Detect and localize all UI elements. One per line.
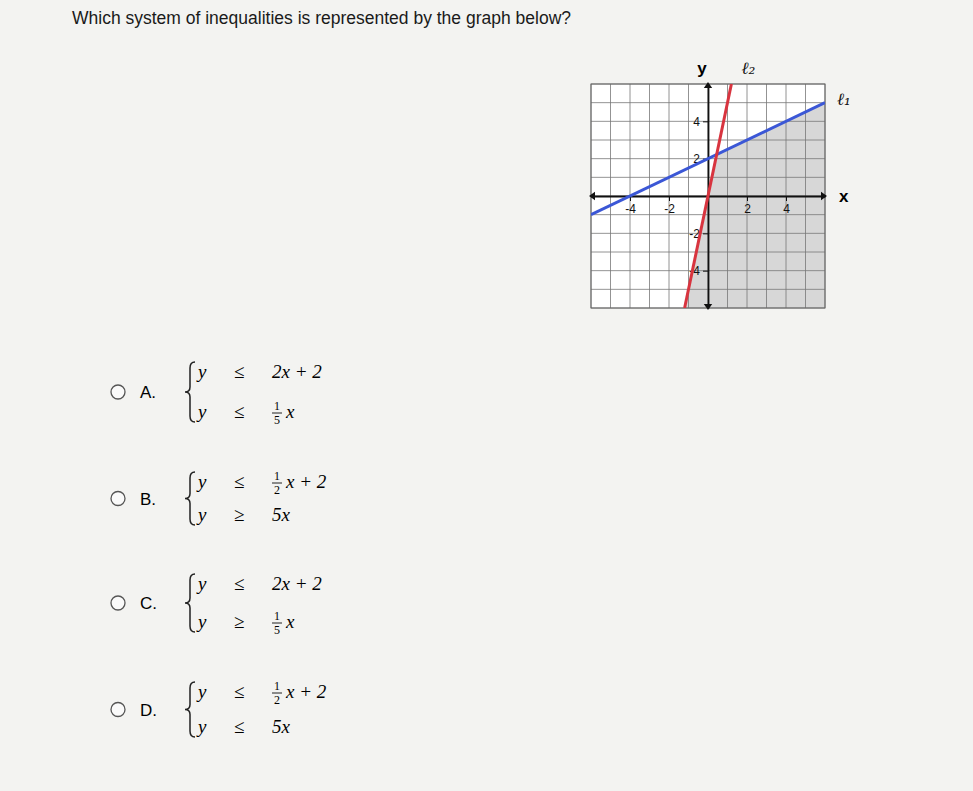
inequality-operator: ≤ [234,401,244,422]
axis-arrow [821,192,827,200]
inequality-operator: ≤ [234,716,244,737]
inequality-rhs: 5x [272,716,291,737]
tick-mark [703,233,708,234]
option-letter: D. [140,701,157,720]
inequality-operator: ≤ [234,681,244,702]
fraction-numerator: 1 [274,469,280,483]
inequality-lhs: y [196,401,207,422]
tick: -2 [664,196,675,216]
option[interactable]: C. y ≤2x + 2 y ≥15x [111,573,322,637]
brace [185,682,195,737]
page: Which system of inequalities is represen… [0,0,973,791]
option-letter: C. [140,594,157,613]
tick: 4 [783,196,790,216]
tick-label: 4 [693,115,700,129]
tick-label: -2 [664,202,675,216]
line-label: ℓ₁ [837,89,851,109]
fraction-denominator: 2 [274,483,280,497]
tick-mark [786,196,787,201]
axis-arrow [589,192,595,200]
y-axis-label: y [697,59,707,78]
axis-arrow [704,304,712,310]
inequality-rhs: x + 2 [285,681,327,702]
option-letter: A. [140,383,156,402]
inequality-rhs: x [285,611,295,632]
inequality-rhs: x + 2 [285,471,327,492]
tick-label: 2 [744,202,751,216]
inequality-lhs: y [196,471,207,492]
fraction-denominator: 2 [274,693,280,707]
fraction-numerator: 1 [274,679,280,693]
inequality-operator: ≥ [234,611,244,632]
inequality-lhs: y [196,681,207,702]
fraction-denominator: 5 [274,623,280,637]
option[interactable]: D. y ≤12 x + 2 y ≤5x [111,679,327,737]
boundary-line [685,84,732,308]
fraction-denominator: 5 [274,413,280,427]
inequality-lhs: y [196,716,207,737]
grid [591,84,825,308]
tick-mark [703,121,708,122]
inequality-lhs: y [196,504,207,525]
tick-label: 4 [783,202,790,216]
tick-mark [669,196,670,201]
radio-button[interactable] [111,492,125,506]
inequality-operator: ≤ [234,471,244,492]
lines [591,84,825,308]
brace [185,574,195,632]
radio-button[interactable] [111,385,125,399]
tick: 2 [744,196,751,216]
radio-button[interactable] [111,596,125,610]
inequality-operator: ≤ [234,361,244,382]
brace [185,362,195,422]
plot-frame [591,84,825,308]
solution-region [591,84,825,308]
option-letter: B. [140,490,156,509]
tick-mark [703,271,708,272]
inequality-rhs: 5x [272,504,291,525]
tick: 4 [693,115,708,129]
fraction-numerator: 1 [274,399,280,413]
radio-button[interactable] [111,703,125,717]
inequality-rhs: 2x + 2 [272,361,322,382]
option[interactable]: B. y ≤12 x + 2 y ≥5x [111,469,327,525]
inequality-lhs: y [196,611,207,632]
axis-arrow [704,82,712,88]
fraction-numerator: 1 [274,609,280,623]
brace [185,472,195,525]
plot-background [591,84,825,308]
inequality-operator: ≤ [234,573,244,594]
question: Which system of inequalities is represen… [72,8,571,28]
tick-mark [747,196,748,201]
line-label: ℓ₂ [741,58,755,78]
tick-label: -4 [625,202,636,216]
inequality-lhs: y [196,573,207,594]
inequality-lhs: y [196,361,207,382]
option[interactable]: A. y ≤2x + 2 y ≤15x [111,361,322,427]
graph: -4-224-4-224xyℓ₁ℓ₂ [589,58,851,310]
inequality-operator: ≥ [234,504,244,525]
inequality-rhs: 2x + 2 [272,573,322,594]
x-axis-label: x [839,187,849,206]
inequality-rhs: x [285,401,295,422]
